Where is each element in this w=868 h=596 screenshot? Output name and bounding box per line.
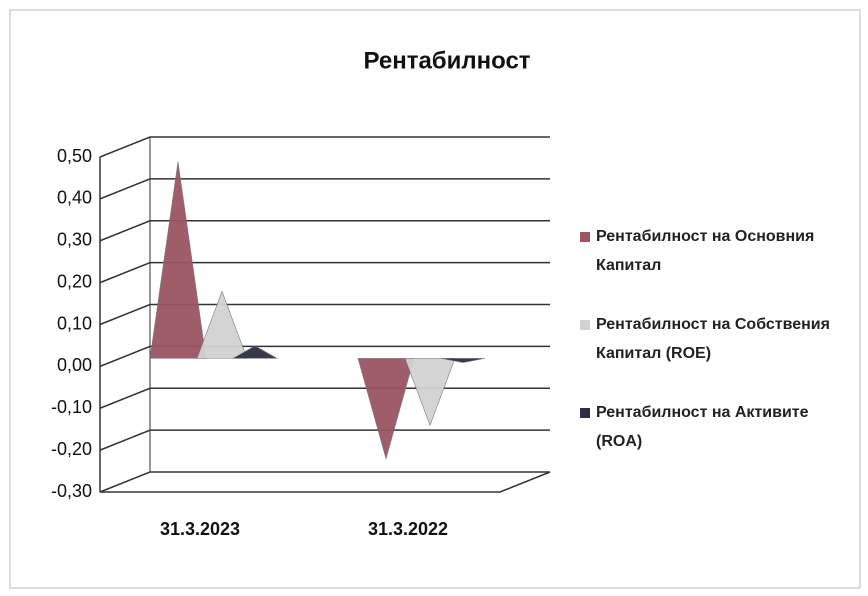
legend-entry: Рентабилност на Основния Капитал xyxy=(580,222,856,280)
grid-line xyxy=(99,178,550,200)
grid-line xyxy=(99,429,550,451)
legend-label: Рентабилност на Основния Капитал xyxy=(596,228,815,274)
legend-swatch xyxy=(580,232,590,242)
legend-label: Рентабилност на Собствения Капитал (ROE) xyxy=(596,316,830,362)
y-tick-label: -0,20 xyxy=(51,439,92,459)
y-tick-label: 0,20 xyxy=(57,271,92,291)
pyramid xyxy=(231,345,279,359)
x-tick-label: 31.3.2023 xyxy=(160,519,240,539)
y-tick-label: -0,10 xyxy=(51,397,92,417)
pyramid xyxy=(196,290,248,359)
legend-entry: Рентабилност на Активите (ROA) xyxy=(580,398,856,456)
grid-line xyxy=(99,303,550,326)
y-tick-label: -0,30 xyxy=(51,481,92,501)
legend-swatch xyxy=(580,320,590,330)
grid-line xyxy=(99,261,550,284)
pyramid xyxy=(404,358,456,427)
grid-line xyxy=(99,471,550,493)
grid-line xyxy=(99,345,550,368)
legend-swatch xyxy=(580,408,590,418)
pyramid xyxy=(357,358,415,460)
y-tick-label: 0,00 xyxy=(57,355,92,375)
y-tick-label: 0,40 xyxy=(57,188,92,208)
grid-line xyxy=(99,220,550,242)
pyramid xyxy=(440,358,486,363)
legend: Рентабилност на Основния Капитал Рентабил… xyxy=(580,222,856,486)
legend-label: Рентабилност на Активите (ROA) xyxy=(596,404,809,450)
pyramid xyxy=(149,161,207,359)
y-tick-label: 0,10 xyxy=(57,313,92,333)
y-tick-label: 0,50 xyxy=(57,146,92,166)
chart-title: Рентабилност xyxy=(363,47,530,74)
legend-entry: Рентабилност на Собствения Капитал (ROE) xyxy=(580,310,856,368)
floor-edge xyxy=(100,471,551,493)
grid-line xyxy=(99,136,550,158)
x-tick-label: 31.3.2022 xyxy=(368,519,448,539)
grid-line xyxy=(99,387,550,409)
y-tick-label: 0,30 xyxy=(57,230,92,250)
frame xyxy=(9,9,861,589)
